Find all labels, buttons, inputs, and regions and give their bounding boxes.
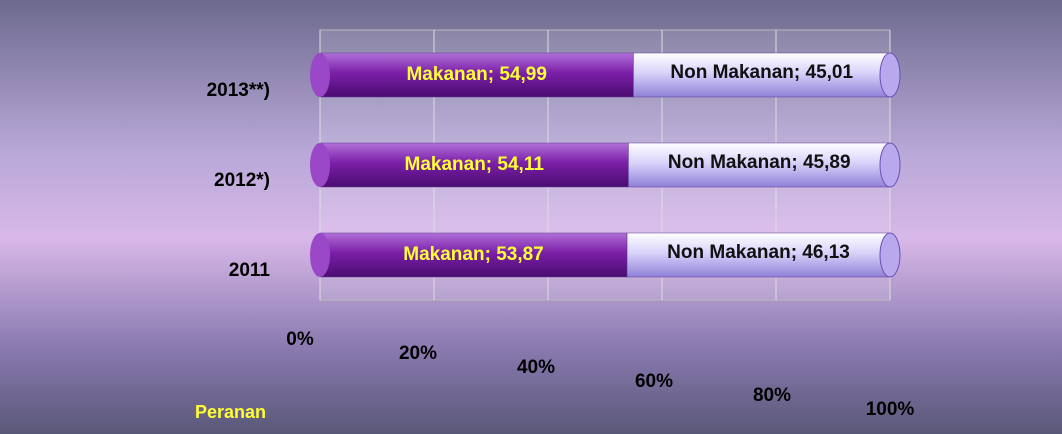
bar-segment <box>626 232 891 278</box>
bar-cap <box>310 53 330 97</box>
bar-cap <box>310 143 330 187</box>
x-tick-label: 80% <box>753 385 791 406</box>
data-label: Makanan; 54,11 <box>404 154 544 175</box>
x-tick-label: 20% <box>399 343 437 364</box>
bar-cap <box>310 233 330 277</box>
y-tick-label: 2012*) <box>214 170 270 191</box>
bar-segment <box>633 52 891 98</box>
bar-cap <box>879 232 901 278</box>
x-tick-label: 60% <box>635 371 673 392</box>
data-label: Non Makanan; 45,01 <box>670 62 854 83</box>
x-tick-label: 100% <box>866 399 915 420</box>
data-label: Makanan; 54,99 <box>406 64 547 85</box>
x-tick-label: 40% <box>517 357 555 378</box>
bar-segment <box>319 52 634 98</box>
bar-cap <box>879 52 901 98</box>
data-label: Non Makanan; 46,13 <box>667 242 850 263</box>
y-tick-label: 2011 <box>228 260 270 281</box>
annotation: Peranan <box>195 402 266 422</box>
y-tick-label: 2013**) <box>206 80 270 101</box>
bar-segment <box>319 232 628 278</box>
bar-cap <box>879 142 901 188</box>
data-label: Makanan; 53,87 <box>403 244 544 265</box>
x-tick-label: 0% <box>286 329 314 350</box>
data-label: Non Makanan; 45,89 <box>667 152 851 173</box>
